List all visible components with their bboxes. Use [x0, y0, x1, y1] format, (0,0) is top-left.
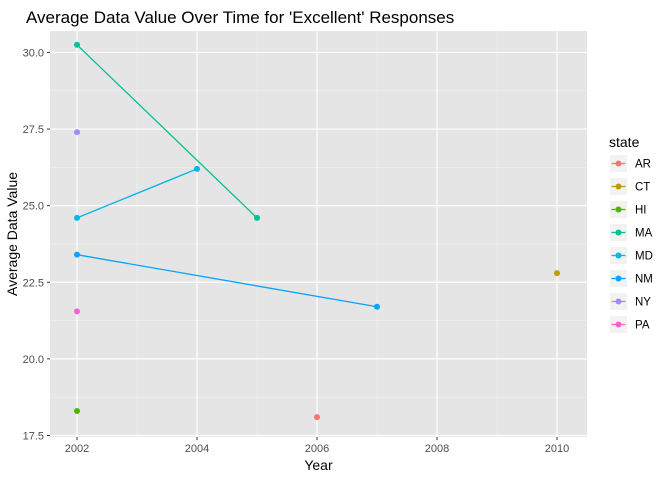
legend-key-point — [615, 160, 622, 167]
data-point-nm — [374, 303, 380, 310]
x-tick-label: 2008 — [425, 443, 449, 455]
data-point-pa — [74, 308, 80, 315]
series-ct — [554, 270, 560, 277]
legend-key-point — [615, 183, 622, 190]
data-point-ny — [74, 129, 80, 136]
major-gridlines — [50, 31, 587, 437]
data-point-ma — [254, 214, 260, 221]
legend-item-nm: NM — [610, 270, 653, 287]
data-point-md — [74, 214, 80, 221]
series-layer — [74, 41, 560, 421]
legend-item-ar: AR — [610, 155, 651, 172]
series-line-md — [76, 168, 198, 219]
data-point-nm — [74, 251, 80, 258]
legend-key-point — [615, 298, 622, 305]
legend-label-hi: HI — [635, 205, 647, 217]
x-tick-label: 2004 — [185, 443, 209, 455]
y-tick-label: 17.5 — [23, 430, 44, 442]
data-point-ct — [554, 270, 560, 277]
x-tick-label: 2010 — [545, 443, 569, 455]
legend-label-pa: PA — [635, 320, 650, 332]
x-axis-title: Year — [304, 457, 333, 473]
x-tick-label: 2006 — [305, 443, 329, 455]
minor-gridlines — [50, 31, 587, 437]
legend-item-md: MD — [610, 247, 653, 264]
data-point-ma — [74, 41, 80, 48]
legend-key-point — [615, 321, 622, 328]
series-nm — [74, 251, 380, 310]
y-tick-label: 22.5 — [23, 277, 44, 289]
legend-item-ct: CT — [610, 178, 650, 195]
legend-item-ny: NY — [610, 293, 651, 310]
y-axis: 17.5 20.0 22.5 25.0 27.5 30.0 — [23, 47, 50, 442]
legend-item-pa: PA — [610, 316, 650, 333]
legend-label-ma: MA — [635, 228, 653, 240]
series-hi — [74, 407, 80, 414]
y-tick-label: 30.0 — [23, 47, 44, 59]
legend-key-point — [615, 252, 622, 259]
series-line-nm — [76, 254, 378, 308]
series-pa — [74, 308, 80, 315]
legend-label-nm: NM — [635, 274, 653, 286]
legend-item-hi: HI — [610, 201, 647, 218]
chart-title: Average Data Value Over Time for 'Excell… — [26, 8, 454, 27]
legend-key-point — [615, 275, 622, 282]
y-tick-label: 20.0 — [23, 354, 44, 366]
y-tick-label: 25.0 — [23, 201, 44, 213]
legend-items: AR CT HI MA MD NM NY PA — [610, 155, 653, 333]
y-tick-label: 27.5 — [23, 124, 44, 136]
series-ny — [74, 129, 80, 136]
data-point-md — [194, 165, 200, 172]
x-axis: 2002 2004 2006 2008 2010 — [65, 437, 569, 455]
legend-label-md: MD — [635, 251, 653, 263]
series-ma — [74, 41, 260, 221]
plot-panel — [50, 31, 587, 437]
legend: state AR CT HI MA MD NM NY PA — [609, 134, 653, 333]
series-line-ma — [76, 44, 258, 219]
legend-key-point — [615, 206, 622, 213]
legend-label-ny: NY — [635, 297, 651, 309]
series-ar — [314, 414, 320, 421]
legend-key-point — [615, 229, 622, 236]
legend-title: state — [609, 134, 640, 150]
x-tick-label: 2002 — [65, 443, 89, 455]
data-point-hi — [74, 407, 80, 414]
legend-label-ar: AR — [635, 159, 651, 171]
legend-label-ct: CT — [635, 182, 650, 194]
series-md — [74, 165, 200, 221]
legend-item-ma: MA — [610, 224, 653, 241]
y-axis-title: Average Data Value — [4, 172, 20, 296]
data-point-ar — [314, 414, 320, 421]
